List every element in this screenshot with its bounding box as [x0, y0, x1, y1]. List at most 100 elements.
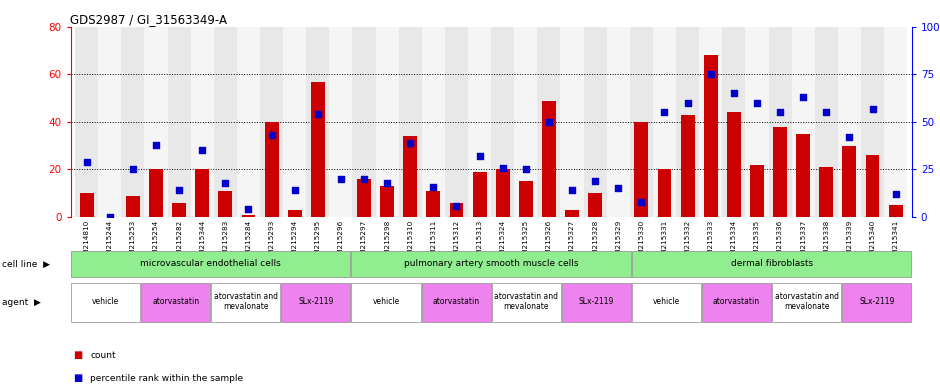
- Text: agent  ▶: agent ▶: [2, 298, 40, 307]
- Point: [102, 214, 118, 220]
- Text: atorvastatin: atorvastatin: [713, 297, 760, 306]
- Bar: [791, 27, 815, 217]
- Bar: [769, 27, 791, 217]
- Bar: [80, 193, 94, 217]
- Text: atorvastatin: atorvastatin: [432, 297, 479, 306]
- Text: vehicle: vehicle: [92, 297, 119, 306]
- Bar: [562, 283, 631, 322]
- Point: [472, 153, 487, 159]
- Bar: [815, 27, 838, 217]
- Bar: [126, 195, 140, 217]
- Bar: [213, 27, 237, 217]
- Point: [749, 100, 764, 106]
- Point: [125, 166, 140, 172]
- Point: [565, 187, 580, 194]
- Bar: [376, 27, 399, 217]
- Point: [703, 71, 718, 78]
- Text: atorvastatin: atorvastatin: [152, 297, 199, 306]
- Point: [241, 206, 256, 212]
- Text: ■: ■: [73, 373, 83, 383]
- Text: vehicle: vehicle: [652, 297, 680, 306]
- Bar: [492, 283, 561, 322]
- Text: GDS2987 / GI_31563349-A: GDS2987 / GI_31563349-A: [70, 13, 227, 26]
- Point: [495, 164, 510, 170]
- Bar: [884, 27, 907, 217]
- Bar: [473, 172, 487, 217]
- Bar: [745, 27, 769, 217]
- Bar: [676, 27, 699, 217]
- Point: [172, 187, 187, 194]
- Bar: [468, 27, 491, 217]
- Text: vehicle: vehicle: [372, 297, 400, 306]
- Bar: [265, 122, 278, 217]
- Point: [449, 202, 464, 209]
- Bar: [121, 27, 145, 217]
- Point: [773, 109, 788, 116]
- Bar: [699, 27, 722, 217]
- Point: [888, 191, 903, 197]
- Bar: [542, 101, 556, 217]
- Bar: [352, 283, 420, 322]
- Point: [657, 109, 672, 116]
- Point: [541, 119, 556, 125]
- Point: [195, 147, 210, 154]
- Bar: [288, 210, 302, 217]
- Point: [842, 134, 857, 140]
- Bar: [842, 283, 912, 322]
- Text: percentile rank within the sample: percentile rank within the sample: [90, 374, 243, 383]
- Bar: [427, 191, 440, 217]
- Text: SLx-2119: SLx-2119: [579, 297, 614, 306]
- Bar: [237, 27, 260, 217]
- Bar: [565, 210, 579, 217]
- Bar: [820, 167, 833, 217]
- Point: [819, 109, 834, 116]
- Text: atorvastatin and
mevalonate: atorvastatin and mevalonate: [775, 292, 838, 311]
- Text: SLx-2119: SLx-2119: [298, 297, 334, 306]
- Bar: [495, 169, 509, 217]
- Text: atorvastatin and
mevalonate: atorvastatin and mevalonate: [494, 292, 558, 311]
- Bar: [218, 191, 232, 217]
- Point: [218, 180, 233, 186]
- Text: ■: ■: [73, 350, 83, 360]
- Bar: [141, 283, 211, 322]
- Point: [680, 100, 695, 106]
- Bar: [704, 55, 717, 217]
- Point: [611, 185, 626, 192]
- Bar: [514, 27, 538, 217]
- Bar: [445, 27, 468, 217]
- Bar: [306, 27, 329, 217]
- Bar: [281, 283, 351, 322]
- Point: [588, 178, 603, 184]
- Point: [264, 132, 279, 138]
- Bar: [260, 27, 283, 217]
- Bar: [632, 251, 912, 277]
- Bar: [588, 193, 603, 217]
- Bar: [634, 122, 649, 217]
- Text: count: count: [90, 351, 116, 360]
- Bar: [196, 169, 210, 217]
- Point: [727, 90, 742, 96]
- Bar: [630, 27, 653, 217]
- Point: [865, 106, 880, 112]
- Bar: [70, 283, 140, 322]
- Bar: [653, 27, 676, 217]
- Bar: [702, 283, 771, 322]
- Text: cell line  ▶: cell line ▶: [2, 260, 50, 268]
- Bar: [491, 27, 514, 217]
- Bar: [352, 27, 376, 217]
- Bar: [421, 283, 491, 322]
- Bar: [538, 27, 560, 217]
- Bar: [773, 127, 787, 217]
- Text: pulmonary artery smooth muscle cells: pulmonary artery smooth muscle cells: [404, 259, 578, 268]
- Point: [402, 140, 417, 146]
- Bar: [449, 203, 463, 217]
- Bar: [632, 283, 701, 322]
- Bar: [772, 283, 841, 322]
- Point: [356, 176, 371, 182]
- Bar: [191, 27, 213, 217]
- Bar: [750, 165, 764, 217]
- Bar: [242, 215, 256, 217]
- Bar: [380, 186, 394, 217]
- Bar: [681, 115, 695, 217]
- Bar: [311, 81, 324, 217]
